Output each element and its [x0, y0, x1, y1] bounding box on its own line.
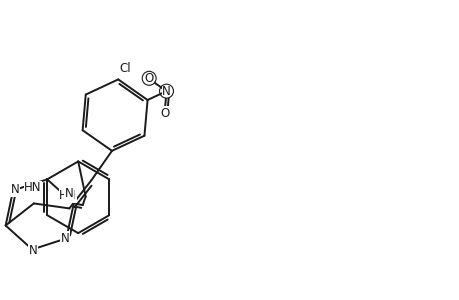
- Text: N: N: [11, 183, 19, 196]
- Text: N: N: [65, 187, 73, 200]
- Text: HN: HN: [59, 189, 77, 202]
- Text: O: O: [160, 107, 169, 120]
- Text: HN: HN: [24, 182, 42, 194]
- Text: N: N: [61, 232, 70, 245]
- Text: N: N: [29, 244, 38, 257]
- Text: N: N: [162, 85, 171, 98]
- Text: O: O: [144, 72, 153, 85]
- Text: Cl: Cl: [119, 62, 130, 75]
